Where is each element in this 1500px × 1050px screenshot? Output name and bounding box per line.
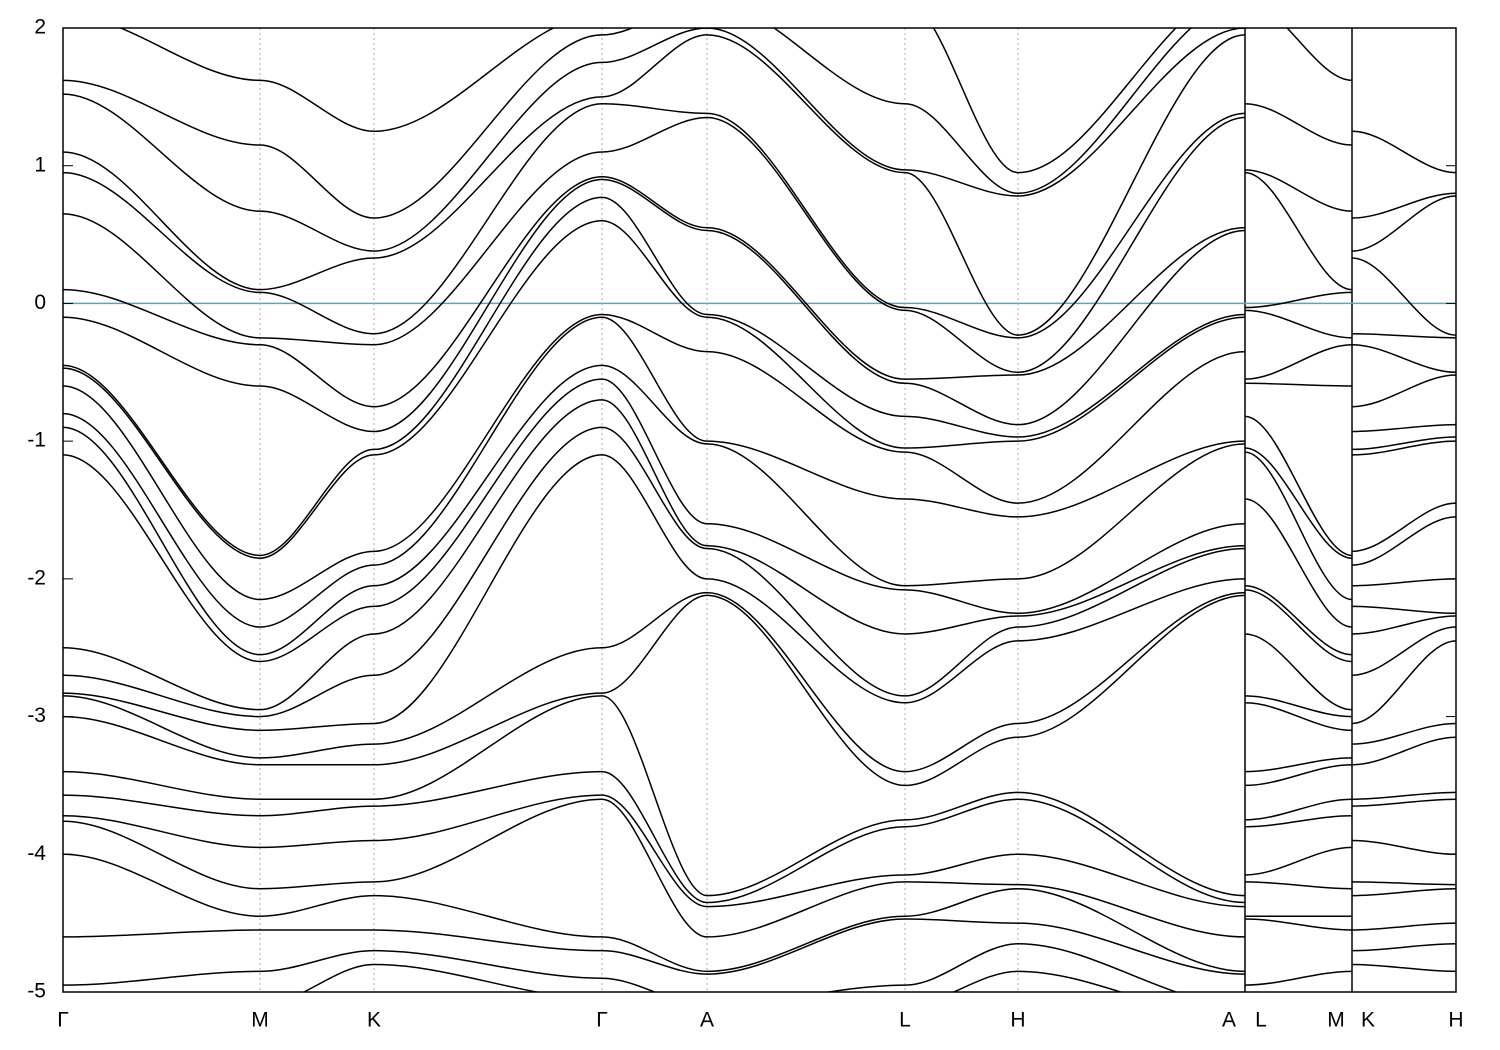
band bbox=[63, 794, 1456, 908]
band bbox=[63, 918, 1456, 975]
band bbox=[63, 313, 1456, 601]
band bbox=[302, 963, 1456, 992]
band bbox=[63, 178, 1456, 433]
band bbox=[63, 196, 1456, 557]
grid bbox=[63, 28, 1456, 992]
x-tick-label: K bbox=[367, 1009, 381, 1032]
y-tick-label: 2 bbox=[34, 16, 46, 39]
y-tick-label: -1 bbox=[27, 429, 46, 452]
band bbox=[63, 220, 1456, 559]
band bbox=[63, 798, 1456, 938]
band bbox=[63, 943, 1456, 992]
x-tick-label: A bbox=[1222, 1009, 1236, 1032]
band bbox=[63, 34, 1456, 336]
band bbox=[63, 770, 1456, 904]
y-tick-label: -5 bbox=[27, 980, 46, 1003]
x-tick-label: H bbox=[1010, 1009, 1025, 1032]
y-tick-label: -2 bbox=[27, 566, 46, 589]
y-tick-label: 1 bbox=[34, 153, 46, 176]
band bbox=[63, 378, 1456, 663]
y-tick-label: 0 bbox=[34, 291, 46, 314]
band bbox=[63, 695, 1456, 897]
x-tick-label: H bbox=[1448, 1009, 1463, 1032]
x-tick-label: L bbox=[899, 1009, 911, 1032]
band bbox=[63, 116, 1456, 374]
band bbox=[118, 28, 1456, 174]
x-tick-label: M bbox=[1327, 1009, 1345, 1032]
band bbox=[63, 454, 1456, 732]
band bbox=[63, 102, 1456, 339]
band bbox=[63, 591, 1456, 773]
y-tick-label: -3 bbox=[27, 704, 46, 727]
band bbox=[63, 426, 1456, 718]
x-tick-label: K bbox=[1361, 1009, 1375, 1032]
plot-frame bbox=[62, 27, 1457, 993]
x-tick-label: Γ bbox=[57, 1009, 69, 1032]
band bbox=[63, 399, 1456, 711]
x-tick-label: L bbox=[1255, 1009, 1267, 1032]
x-tick-label: M bbox=[251, 1009, 269, 1032]
band bbox=[63, 364, 1456, 656]
x-tick-label: A bbox=[700, 1009, 714, 1032]
band bbox=[63, 316, 1456, 628]
band bbox=[63, 175, 1456, 408]
band bbox=[63, 594, 1456, 787]
y-tick-label: -4 bbox=[27, 842, 46, 865]
bands bbox=[63, 28, 1456, 992]
band bbox=[63, 28, 1456, 219]
x-tick-label: Γ bbox=[596, 1009, 608, 1032]
band bbox=[63, 853, 1456, 973]
band bbox=[63, 28, 1456, 252]
